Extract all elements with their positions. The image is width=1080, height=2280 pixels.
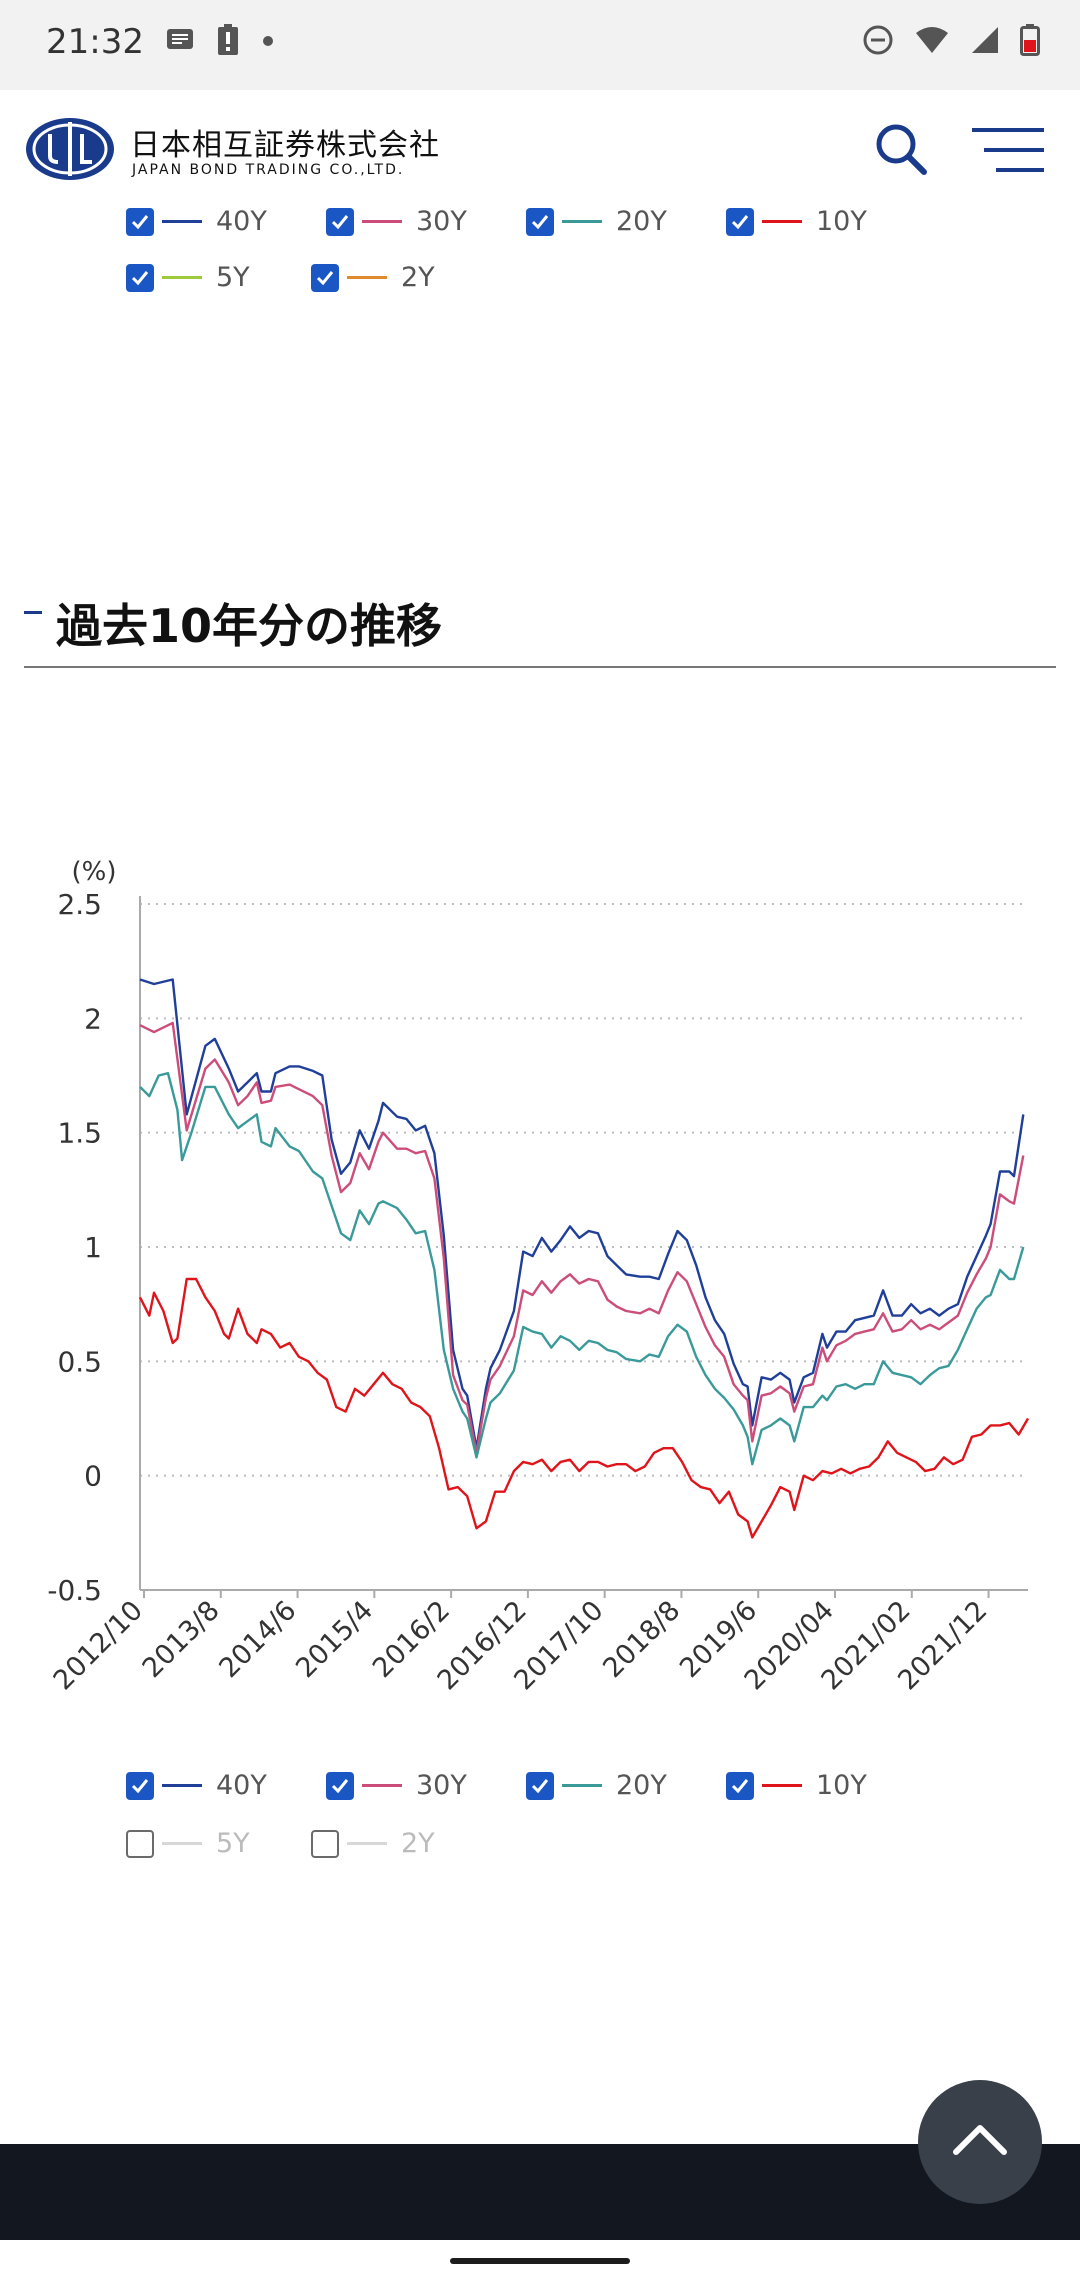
legend-label: 30Y [416, 1770, 467, 1801]
dot-icon [261, 33, 275, 52]
system-nav-bar [0, 2240, 1080, 2280]
series-line-20y [139, 1072, 1025, 1466]
x-tick-label: 2013/8 [137, 1595, 226, 1684]
legend-label: 10Y [816, 1770, 867, 1801]
hamburger-menu-icon[interactable] [972, 126, 1044, 174]
legend-label: 40Y [216, 1770, 267, 1801]
checkbox-checked-icon[interactable] [326, 1771, 354, 1800]
status-notifications [165, 24, 275, 60]
legend-swatch [162, 220, 202, 223]
legend-item-20y[interactable]: 20Y [526, 1770, 726, 1801]
checkbox-checked-icon[interactable] [726, 1771, 754, 1800]
section-divider [24, 666, 1056, 668]
legend-item-40y-top[interactable]: 40Y [126, 206, 326, 237]
x-tick-label: 2012/10 [48, 1595, 149, 1696]
signal-icon [970, 25, 1000, 59]
legend-swatch [347, 1842, 387, 1845]
y-tick-label: 1.5 [57, 1117, 102, 1150]
checkbox-checked-icon[interactable] [126, 207, 154, 236]
x-tick-label: 2014/6 [213, 1595, 302, 1684]
legend-bottom-row-2: 5Y 2Y [126, 1828, 511, 1859]
message-icon [165, 25, 195, 59]
legend-label: 5Y [216, 262, 250, 293]
legend-swatch [162, 1842, 202, 1845]
series-line-40y [139, 978, 1025, 1450]
legend-label: 2Y [401, 262, 435, 293]
checkbox-checked-icon[interactable] [326, 207, 354, 236]
y-tick-label: 2.5 [57, 888, 102, 921]
back-to-top-button[interactable] [918, 2080, 1042, 2204]
y-tick-label: 2 [84, 1002, 102, 1035]
legend-swatch [762, 1784, 802, 1787]
legend-item-30y[interactable]: 30Y [326, 1770, 526, 1801]
checkbox-checked-icon[interactable] [526, 1771, 554, 1800]
y-axis-label: (%) [72, 857, 117, 887]
chevron-up-icon [953, 2125, 1007, 2155]
x-tick-label: 2015/4 [290, 1595, 379, 1684]
legend-item-10y-top[interactable]: 10Y [726, 206, 926, 237]
do-not-disturb-icon [862, 24, 894, 60]
checkbox-unchecked-icon[interactable] [311, 1829, 339, 1858]
brand-name-en: JAPAN BOND TRADING CO.,LTD. [132, 162, 405, 178]
legend-item-30y-top[interactable]: 30Y [326, 206, 526, 237]
legend-item-10y[interactable]: 10Y [726, 1770, 926, 1801]
legend-item-5y-top[interactable]: 5Y [126, 262, 311, 293]
checkbox-checked-icon[interactable] [126, 263, 154, 292]
legend-swatch [762, 220, 802, 223]
legend-swatch [162, 1784, 202, 1787]
checkbox-checked-icon[interactable] [311, 263, 339, 292]
legend-top-row-2: 5Y 2Y [126, 262, 511, 293]
legend-label: 20Y [616, 206, 667, 237]
legend-item-5y[interactable]: 5Y [126, 1828, 311, 1859]
battery-alert-icon [217, 24, 239, 60]
checkbox-checked-icon[interactable] [126, 1771, 154, 1800]
legend-item-2y-top[interactable]: 2Y [311, 262, 511, 293]
y-tick-label: 1 [84, 1231, 102, 1264]
yield-history-chart: 2.521.510.50-0.5(%)2012/102013/82014/620… [47, 857, 1030, 1696]
legend-label: 20Y [616, 1770, 667, 1801]
search-icon[interactable] [872, 120, 930, 178]
y-tick-label: 0 [84, 1460, 102, 1493]
legend-top-row-1: 40Y 30Y 20Y 10Y [126, 206, 926, 237]
x-tick-label: 2018/8 [597, 1595, 686, 1684]
legend-label: 10Y [816, 206, 867, 237]
legend-label: 2Y [401, 1828, 435, 1859]
legend-swatch [347, 276, 387, 279]
legend-item-2y[interactable]: 2Y [311, 1828, 511, 1859]
legend-swatch [562, 1784, 602, 1787]
checkbox-checked-icon[interactable] [726, 207, 754, 236]
legend-item-40y[interactable]: 40Y [126, 1770, 326, 1801]
series-line-30y [139, 1021, 1025, 1454]
legend-swatch [162, 276, 202, 279]
legend-label: 40Y [216, 206, 267, 237]
site-header: 日本相互証券株式会社 JAPAN BOND TRADING CO.,LTD. [0, 90, 1080, 210]
series-line-10y [138, 1277, 1030, 1539]
legend-label: 30Y [416, 206, 467, 237]
checkbox-unchecked-icon[interactable] [126, 1829, 154, 1858]
home-gesture-handle[interactable] [450, 2258, 630, 2264]
footer-bar [0, 2144, 1080, 2240]
status-system-icons [862, 24, 1040, 60]
checkbox-checked-icon[interactable] [526, 207, 554, 236]
heading-accent [24, 611, 42, 614]
wifi-icon [914, 25, 950, 59]
company-logo[interactable] [24, 116, 116, 182]
status-time: 21:32 [46, 22, 144, 62]
section-title: 過去10年分の推移 [56, 599, 443, 653]
y-tick-label: -0.5 [47, 1574, 102, 1607]
brand-name-jp: 日本相互証券株式会社 [130, 128, 440, 163]
legend-bottom-row-1: 40Y 30Y 20Y 10Y [126, 1770, 926, 1801]
legend-swatch [562, 220, 602, 223]
status-bar: 21:32 [0, 0, 1080, 90]
legend-label: 5Y [216, 1828, 250, 1859]
battery-icon [1020, 24, 1040, 60]
legend-item-20y-top[interactable]: 20Y [526, 206, 726, 237]
legend-swatch [362, 220, 402, 223]
y-tick-label: 0.5 [57, 1345, 102, 1378]
legend-swatch [362, 1784, 402, 1787]
